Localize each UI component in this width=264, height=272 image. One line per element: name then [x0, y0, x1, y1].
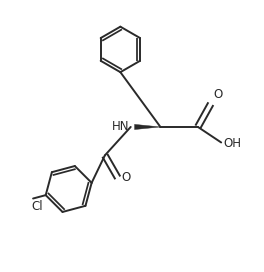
Text: O: O — [121, 171, 130, 184]
Text: OH: OH — [223, 137, 241, 150]
Text: HN: HN — [112, 120, 129, 133]
Text: O: O — [213, 88, 223, 101]
Text: Cl: Cl — [32, 200, 43, 213]
Polygon shape — [135, 124, 161, 129]
